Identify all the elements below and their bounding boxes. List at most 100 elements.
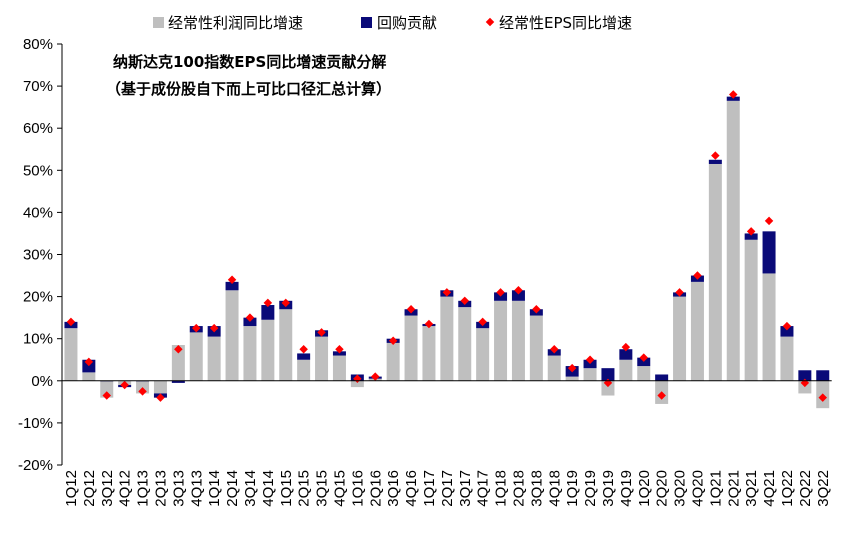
bar-recurring-profit [440, 296, 454, 381]
legend-swatch-recurring-profit [153, 17, 164, 28]
x-tick-label: 4Q12 [117, 470, 134, 507]
bar-recurring-profit [619, 359, 633, 381]
eps-marker [478, 317, 487, 327]
bar-recurring-profit [422, 326, 436, 381]
bar-recurring-profit [637, 366, 651, 381]
x-tick-label: 3Q21 [743, 470, 760, 507]
eps-marker [406, 304, 416, 314]
eps-marker [514, 286, 523, 295]
eps-marker [764, 216, 774, 226]
bar-recurring-profit [297, 359, 311, 381]
eps-marker [281, 298, 290, 308]
eps-marker [567, 363, 577, 373]
bar-buyback [601, 368, 615, 381]
eps-marker [192, 323, 201, 333]
bar-recurring-profit [386, 342, 400, 381]
bar-buyback [708, 159, 722, 164]
x-tick-label: 4Q16 [403, 470, 420, 507]
x-tick-label: 3Q16 [385, 470, 402, 507]
bar-recurring-profit [583, 368, 597, 381]
eps-marker [460, 296, 469, 306]
x-tick-label: 3Q12 [99, 470, 116, 507]
x-tick-label: 2Q17 [439, 470, 456, 507]
bar-recurring-profit [476, 328, 490, 381]
x-tick-label: 2Q16 [367, 470, 384, 507]
x-tick-label: 1Q22 [779, 470, 796, 507]
x-tick-label: 1Q18 [493, 470, 510, 507]
x-tick-label: 2Q20 [654, 470, 671, 507]
chart-title: 纳斯达克100指数EPS同比增速贡献分解 [113, 53, 386, 71]
bar-recurring-profit [243, 326, 257, 381]
bar-recurring-profit [279, 309, 293, 381]
y-tick-label: 50% [23, 162, 53, 179]
eps-marker [227, 275, 237, 285]
bar-recurring-profit [529, 315, 543, 381]
x-tick-label: 2Q22 [797, 470, 814, 507]
x-tick-label: 4Q21 [761, 470, 778, 507]
x-tick-label: 1Q17 [421, 470, 438, 507]
x-tick-label: 2Q13 [152, 470, 169, 507]
bar-recurring-profit [744, 239, 758, 381]
x-tick-label: 2Q21 [725, 470, 742, 507]
bar-recurring-profit [189, 332, 203, 381]
legend: 经常性利润同比增速 回购贡献 经常性EPS同比增速 [153, 14, 632, 32]
x-tick-label: 3Q15 [314, 470, 331, 507]
bar-recurring-profit [332, 355, 346, 381]
bar-recurring-profit [601, 380, 615, 396]
eps-markers [66, 90, 827, 402]
eps-marker [621, 342, 631, 352]
eps-marker [675, 288, 684, 297]
eps-marker [317, 328, 326, 337]
y-tick-label: 80% [23, 36, 53, 53]
bars [64, 96, 830, 409]
y-tick-label: 40% [23, 204, 53, 221]
x-tick-label: 4Q17 [475, 470, 492, 507]
eps-marker [156, 393, 165, 402]
bar-buyback [619, 349, 633, 360]
x-tick-label: 1Q13 [135, 470, 152, 507]
y-tick-label: 60% [23, 120, 53, 137]
x-tick-label: 3Q18 [528, 470, 545, 507]
eps-marker [66, 317, 76, 327]
legend-marker-eps [485, 17, 495, 27]
eps-marker [335, 344, 344, 354]
eps-marker [102, 391, 111, 400]
eps-marker [782, 321, 792, 331]
bar-recurring-profit [153, 380, 167, 394]
bar-buyback [171, 380, 185, 383]
bar-recurring-profit [171, 345, 185, 381]
y-tick-label: -20% [18, 457, 53, 474]
x-tick-label: 1Q16 [349, 470, 366, 507]
bar-buyback [816, 370, 830, 381]
bar-buyback [297, 353, 311, 360]
legend-label-recurring-profit: 经常性利润同比增速 [168, 14, 303, 32]
bar-buyback [780, 326, 794, 337]
eps-marker [639, 353, 648, 362]
eps-marker [174, 344, 183, 354]
x-tick-label: 1Q20 [636, 470, 653, 507]
bar-buyback [762, 231, 776, 274]
bar-recurring-profit [511, 300, 525, 381]
bar-buyback [655, 374, 669, 381]
bar-recurring-profit [494, 300, 508, 381]
eps-marker [263, 298, 273, 308]
bar-recurring-profit [708, 163, 722, 381]
x-tick-label: 2Q19 [582, 470, 599, 507]
chart-subtitle: （基于成份股自下而上可比口径汇总计算） [106, 80, 391, 98]
eps-marker [585, 355, 595, 364]
bar-buyback [798, 370, 812, 381]
eps-marker [120, 380, 129, 390]
y-tick-label: -10% [18, 415, 53, 432]
x-tick-label: 4Q14 [260, 470, 277, 507]
x-tick-label: 1Q19 [564, 470, 581, 507]
eps-marker [138, 387, 147, 396]
eps-marker [657, 391, 666, 400]
bar-recurring-profit [780, 336, 794, 381]
y-axis: -20% -10% 0% 10% 20% 30% 40% 50% 60% 70% 80% [18, 36, 63, 474]
bar-buyback [225, 281, 239, 291]
bar-recurring-profit [762, 273, 776, 381]
x-tick-label: 3Q14 [242, 470, 259, 507]
eps-marker [818, 393, 827, 402]
eps-marker [442, 288, 452, 297]
eps-marker [532, 304, 541, 314]
